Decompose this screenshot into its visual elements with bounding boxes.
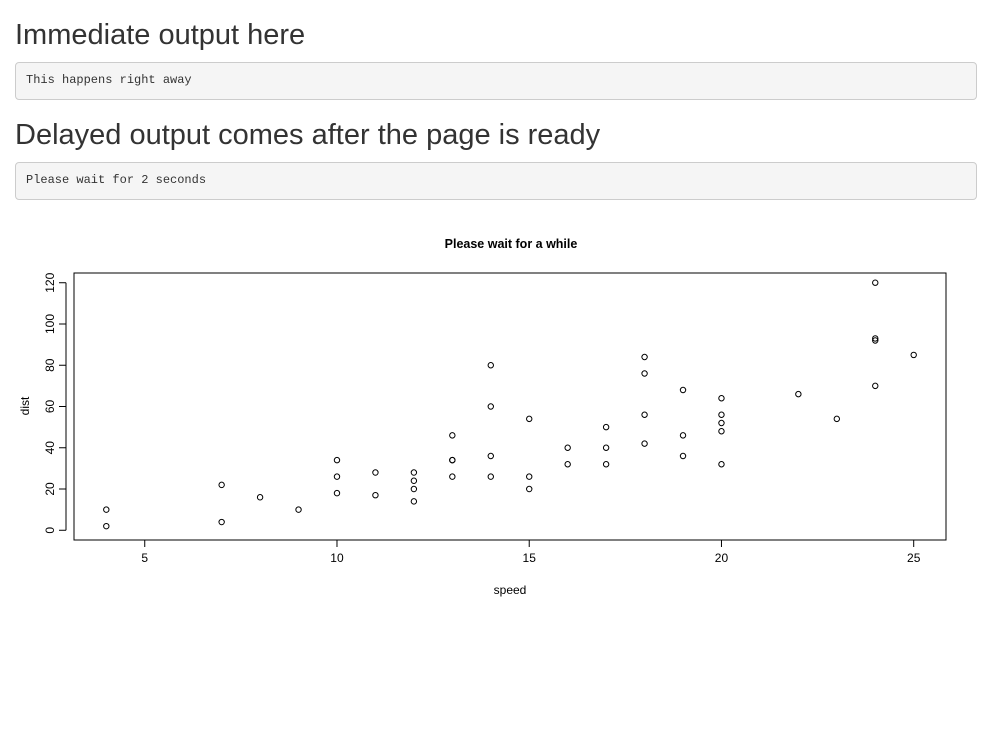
x-tick-label: 5 bbox=[141, 551, 148, 565]
x-tick-label: 10 bbox=[330, 551, 344, 565]
data-point bbox=[602, 444, 610, 451]
y-tick-label: 20 bbox=[43, 482, 57, 496]
data-point bbox=[333, 473, 341, 480]
plot-frame bbox=[73, 272, 947, 541]
data-point bbox=[333, 489, 341, 497]
data-point bbox=[103, 506, 110, 513]
y-tick-label: 60 bbox=[43, 400, 57, 414]
data-point bbox=[410, 485, 418, 493]
data-point bbox=[526, 415, 533, 423]
x-tick-label: 25 bbox=[907, 551, 921, 565]
plot-container: Please wait for a while 5 10 15 20 25 0 20 40 6… bbox=[15, 222, 977, 612]
page-content: Immediate output here This happens right… bbox=[15, 0, 977, 210]
data-point bbox=[372, 491, 379, 499]
data-point bbox=[487, 452, 494, 460]
y-tick-label: 120 bbox=[43, 272, 57, 292]
y-axis-label: dist bbox=[18, 396, 32, 415]
data-point bbox=[410, 469, 418, 476]
delayed-output-text: Please wait for 2 seconds bbox=[15, 161, 977, 200]
immediate-output-heading: Immediate output here bbox=[15, 19, 306, 51]
y-tick-label: 80 bbox=[43, 358, 57, 372]
x-axis-label: speed bbox=[494, 583, 527, 597]
data-point bbox=[564, 461, 571, 468]
data-point bbox=[333, 456, 341, 464]
data-point bbox=[487, 403, 494, 410]
data-point bbox=[718, 395, 725, 402]
data-point bbox=[218, 518, 225, 526]
data-point bbox=[641, 353, 648, 361]
y-tick-label: 40 bbox=[43, 441, 57, 455]
data-point bbox=[602, 461, 610, 468]
data-point bbox=[487, 362, 494, 369]
data-point bbox=[679, 452, 687, 460]
data-point bbox=[718, 419, 725, 427]
data-point bbox=[833, 415, 841, 423]
data-point bbox=[410, 477, 418, 484]
data-point bbox=[872, 382, 879, 390]
data-point bbox=[449, 473, 456, 480]
data-point bbox=[910, 351, 917, 359]
y-axis: 0 20 40 60 80 100 120 bbox=[43, 272, 67, 534]
data-points bbox=[103, 279, 917, 530]
x-tick-label: 15 bbox=[523, 551, 537, 565]
data-point bbox=[679, 386, 687, 394]
data-point bbox=[218, 481, 225, 489]
data-point bbox=[449, 432, 456, 439]
data-point bbox=[718, 428, 725, 435]
data-point bbox=[872, 279, 879, 286]
data-point bbox=[487, 473, 494, 480]
data-point bbox=[526, 473, 533, 480]
data-point bbox=[718, 411, 725, 418]
data-point bbox=[295, 506, 302, 513]
data-point bbox=[872, 335, 879, 342]
y-tick-label: 0 bbox=[43, 527, 57, 534]
data-point bbox=[641, 370, 648, 377]
data-point bbox=[372, 469, 379, 476]
data-point bbox=[564, 444, 571, 451]
x-tick-label: 20 bbox=[715, 551, 729, 565]
data-point bbox=[872, 337, 879, 344]
y-tick-label: 100 bbox=[43, 314, 57, 334]
data-point bbox=[103, 522, 110, 530]
data-point bbox=[449, 456, 456, 464]
data-point bbox=[679, 432, 687, 439]
data-point bbox=[602, 423, 610, 431]
data-point bbox=[410, 498, 418, 505]
data-point bbox=[256, 494, 264, 501]
data-point bbox=[526, 485, 533, 493]
chart-title: Please wait for a while bbox=[445, 237, 578, 251]
immediate-output-text: This happens right away bbox=[15, 61, 977, 100]
data-point bbox=[795, 390, 802, 398]
data-point bbox=[718, 461, 725, 468]
x-axis: 5 10 15 20 25 bbox=[141, 539, 921, 565]
data-point bbox=[641, 440, 648, 447]
scatter-plot: Please wait for a while 5 10 15 20 25 0 20 40 6… bbox=[18, 237, 947, 597]
delayed-output-heading: Delayed output comes after the page is r… bbox=[15, 118, 601, 151]
data-point bbox=[641, 411, 648, 418]
